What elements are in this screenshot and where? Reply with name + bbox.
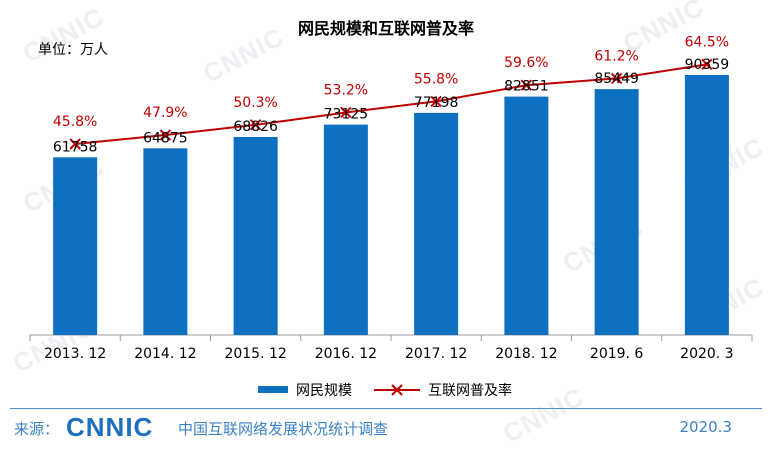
legend-line-label: 互联网普及率 (428, 382, 512, 399)
bar (684, 75, 729, 335)
rate-value-label: 53.2% (324, 82, 368, 98)
x-tick-label: 2018. 12 (495, 346, 557, 362)
x-tick-label: 2016. 12 (315, 346, 377, 362)
legend-bar-swatch (258, 386, 288, 393)
bar-value-label: 77198 (414, 95, 459, 111)
source-organization: 中国互联网络发展状况统计调查 (178, 420, 389, 438)
bar-value-label: 61758 (53, 139, 98, 155)
legend-bar-label: 网民规模 (296, 383, 352, 399)
bar (233, 136, 278, 335)
chart-title: 网民规模和互联网普及率 (298, 19, 474, 38)
rate-value-label: 59.6% (504, 55, 548, 71)
rate-point (430, 95, 442, 108)
bar-value-label: 82851 (504, 79, 549, 95)
bar (143, 148, 188, 335)
rate-point (520, 79, 533, 91)
bar-value-label: 64875 (143, 130, 188, 146)
rate-point (701, 58, 713, 71)
bar (504, 96, 549, 335)
rate-point (610, 72, 623, 85)
bar-value-label: 68826 (233, 119, 278, 135)
x-tick-label: 2014. 12 (134, 346, 196, 362)
bar (323, 124, 368, 336)
x-tick-label: 2013. 12 (44, 346, 106, 362)
rate-point (249, 119, 262, 131)
internet-users-chart: 网民规模和互联网普及率 单位：万人 61758 2013. 12 45.8% 6487… (29, 19, 753, 399)
x-tick-label: 2019. 6 (590, 346, 644, 362)
bar-value-label: 85449 (594, 71, 639, 87)
rate-value-label: 45.8% (53, 114, 97, 130)
bar (53, 157, 98, 335)
rate-point (159, 129, 172, 141)
x-tick-label: 2017. 12 (405, 346, 467, 362)
legend-line-marker (391, 384, 403, 396)
bar-value-label: 73125 (324, 107, 369, 123)
rate-value-label: 50.3% (233, 95, 277, 111)
rate-value-label: 55.8% (414, 71, 458, 87)
rate-value-label: 61.2% (594, 48, 638, 64)
bar (594, 89, 639, 336)
rate-point (69, 138, 81, 150)
footer-divider (10, 408, 762, 409)
cnnic-logo: CNNIC (66, 412, 154, 442)
bar-value-label: 90359 (685, 57, 730, 73)
rate-point (340, 106, 352, 119)
rate-value-label: 64.5% (685, 34, 729, 50)
rate-value-label: 47.9% (143, 105, 187, 121)
rate-line (75, 63, 708, 145)
source-footer: 来源： CNNIC 中国互联网络发展状况统计调查 2020.3 (0, 408, 772, 444)
source-label: 来源： (14, 420, 60, 438)
x-tick-label: 2020. 3 (680, 346, 733, 362)
source-date: 2020.3 (679, 418, 733, 436)
bar (414, 112, 459, 336)
unit-label: 单位：万人 (38, 42, 108, 58)
x-tick-label: 2015. 12 (224, 346, 286, 362)
